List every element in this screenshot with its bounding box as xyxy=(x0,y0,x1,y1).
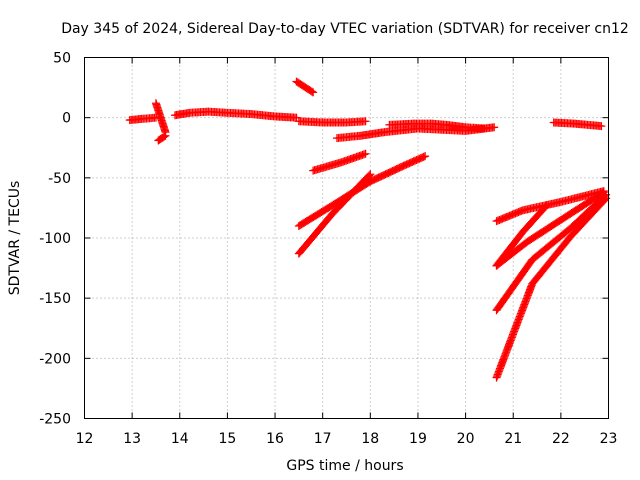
data-point xyxy=(541,202,550,211)
data-point xyxy=(161,131,170,140)
data-point xyxy=(597,122,606,131)
plot-frame xyxy=(84,57,609,419)
data-point xyxy=(421,152,430,161)
data-point xyxy=(361,117,370,126)
series-s4 xyxy=(171,107,301,122)
y-tick-labels: 50 0 -50 -100 -150 -200 -250 xyxy=(39,51,71,428)
y-axis-label: SDTVAR / TECUs xyxy=(7,181,23,296)
data-point xyxy=(160,132,169,141)
chart-title: Day 345 of 2024, Sidereal Day-to-day VTE… xyxy=(61,21,629,37)
series-s8 xyxy=(385,119,489,133)
x-tick-label: 14 xyxy=(171,431,189,447)
series-s7 xyxy=(332,123,499,143)
y-tick-label: -50 xyxy=(48,171,71,187)
series-s6 xyxy=(294,117,370,127)
data-series xyxy=(125,77,611,382)
data-point xyxy=(309,88,318,97)
x-axis-label: GPS time / hours xyxy=(286,458,403,474)
data-point xyxy=(366,170,375,179)
series-s11 xyxy=(294,170,375,258)
data-point xyxy=(542,201,551,210)
y-tick-label: -100 xyxy=(39,231,71,247)
x-tick-label: 15 xyxy=(218,431,236,447)
series-s9 xyxy=(309,149,370,175)
data-point xyxy=(307,87,316,96)
series-s15 xyxy=(492,188,608,270)
series-s5 xyxy=(292,77,318,97)
y-tick-label: 50 xyxy=(53,51,71,67)
y-tick-label: -250 xyxy=(39,412,71,428)
y-tick-label: -200 xyxy=(39,351,71,367)
y-tick-label: -150 xyxy=(39,291,71,307)
data-point xyxy=(490,123,499,132)
x-tick-label: 23 xyxy=(600,431,618,447)
x-tick-label: 22 xyxy=(552,431,570,447)
x-tick-labels: 12 13 14 15 16 17 18 19 20 21 22 23 xyxy=(76,431,618,447)
x-tick-label: 20 xyxy=(457,431,475,447)
x-tick-label: 17 xyxy=(314,431,332,447)
series-s10 xyxy=(294,152,430,230)
x-tick-label: 21 xyxy=(504,431,522,447)
x-tick-label: 16 xyxy=(266,431,284,447)
series-s1 xyxy=(125,113,160,125)
x-tick-label: 18 xyxy=(361,431,379,447)
series-s12 xyxy=(549,118,606,131)
x-tick-label: 13 xyxy=(123,431,141,447)
x-tick-label: 19 xyxy=(409,431,427,447)
series-s2 xyxy=(151,99,170,137)
x-tick-label: 12 xyxy=(76,431,94,447)
series-s17 xyxy=(492,194,611,382)
data-point xyxy=(361,149,370,158)
data-point xyxy=(480,124,489,133)
data-point xyxy=(365,171,374,180)
data-point xyxy=(601,195,610,204)
y-tick-label: 0 xyxy=(62,111,71,127)
series-s3 xyxy=(154,131,170,145)
